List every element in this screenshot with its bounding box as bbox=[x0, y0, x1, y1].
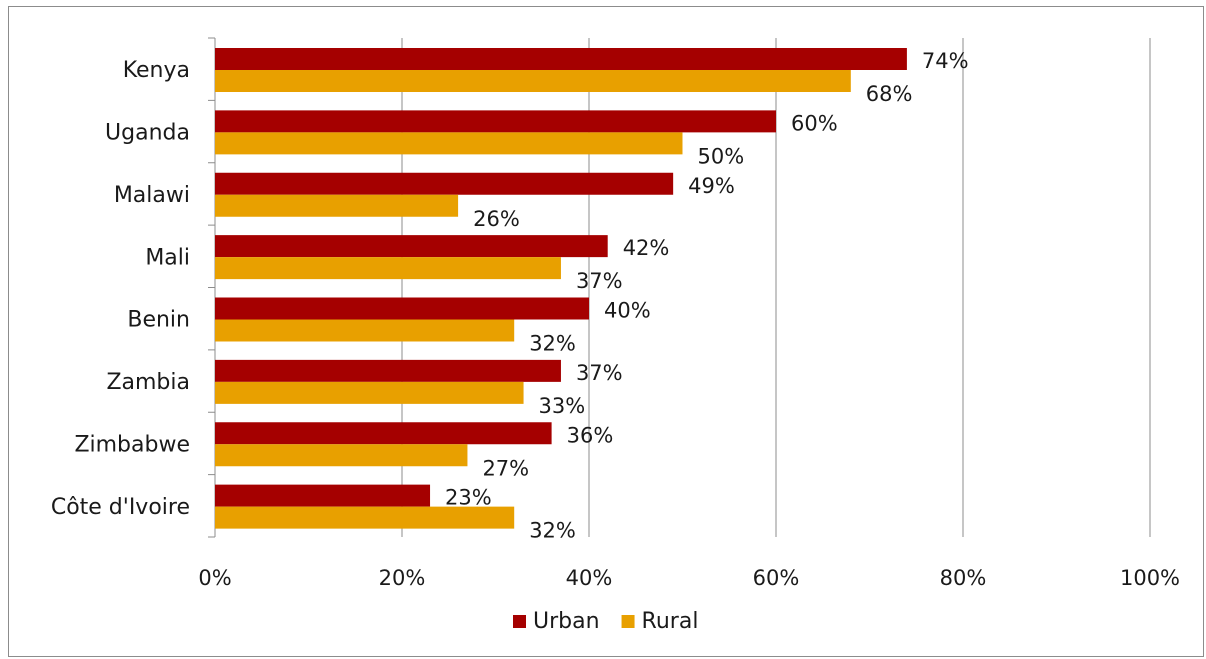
bar-urban bbox=[215, 422, 552, 445]
legend-label: Rural bbox=[642, 609, 699, 634]
bar-rural bbox=[215, 132, 683, 155]
data-label: 40% bbox=[604, 299, 651, 323]
bar-urban bbox=[215, 110, 776, 133]
legend-swatch-rural bbox=[621, 615, 635, 628]
bar-rural bbox=[215, 257, 561, 280]
bar-urban bbox=[215, 484, 431, 507]
bar-urban bbox=[215, 172, 674, 195]
category-label: Zambia bbox=[106, 370, 190, 395]
bar-urban bbox=[215, 235, 608, 258]
data-label: 36% bbox=[567, 423, 614, 447]
category-label: Uganda bbox=[105, 121, 190, 146]
data-label: 37% bbox=[576, 269, 623, 293]
x-tick-label: 80% bbox=[940, 566, 987, 590]
x-tick-label: 40% bbox=[566, 566, 613, 590]
bar-rural bbox=[215, 381, 524, 404]
x-tick-label: 20% bbox=[379, 566, 426, 590]
bar-rural bbox=[215, 319, 515, 342]
data-label: 27% bbox=[482, 456, 529, 480]
category-label: Côte d'Ivoire bbox=[51, 495, 190, 520]
category-label: Benin bbox=[127, 308, 190, 333]
category-label: Zimbabwe bbox=[74, 432, 190, 457]
data-label: 32% bbox=[529, 332, 576, 356]
bar-rural bbox=[215, 506, 515, 529]
data-label: 42% bbox=[623, 236, 670, 260]
data-label: 49% bbox=[688, 174, 735, 198]
data-label: 26% bbox=[473, 207, 520, 231]
x-tick-label: 0% bbox=[198, 566, 231, 590]
data-label: 23% bbox=[445, 486, 492, 510]
x-tick-label: 60% bbox=[753, 566, 800, 590]
data-label: 50% bbox=[698, 144, 745, 168]
bar-urban bbox=[215, 359, 561, 382]
data-label: 33% bbox=[539, 394, 586, 418]
data-label: 68% bbox=[866, 82, 913, 106]
legend-label: Urban bbox=[533, 609, 600, 634]
x-tick-label: 100% bbox=[1120, 566, 1180, 590]
category-label: Kenya bbox=[123, 58, 190, 83]
data-label: 60% bbox=[791, 111, 838, 135]
data-label: 37% bbox=[576, 361, 623, 385]
bar-rural bbox=[215, 444, 468, 467]
bar-urban bbox=[215, 48, 907, 70]
bar-rural bbox=[215, 194, 459, 217]
bar-urban bbox=[215, 297, 589, 320]
legend-swatch-urban bbox=[513, 615, 526, 628]
data-label: 74% bbox=[922, 49, 969, 73]
data-label: 32% bbox=[529, 519, 576, 543]
category-label: Malawi bbox=[114, 183, 190, 208]
bar-rural bbox=[215, 70, 851, 92]
category-label: Mali bbox=[145, 245, 190, 270]
